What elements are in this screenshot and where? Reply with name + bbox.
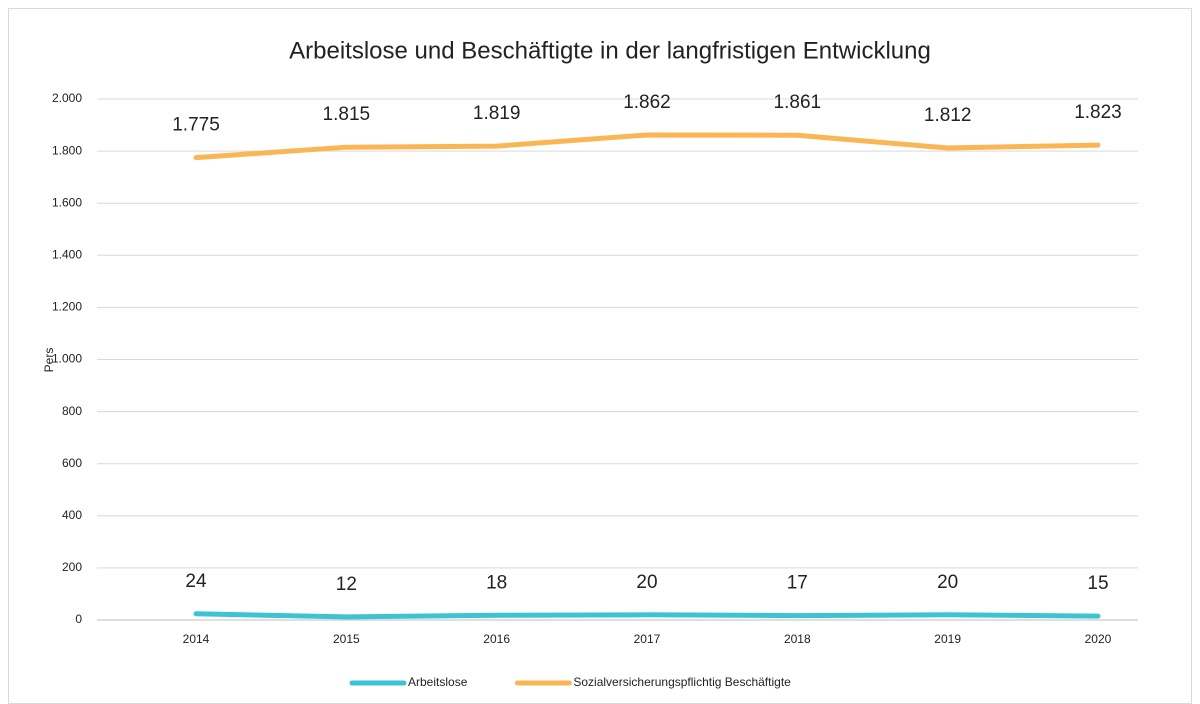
y-tick-label: 1.000 (52, 352, 82, 366)
y-tick-label: 600 (62, 456, 82, 470)
data-label: 15 (1087, 573, 1108, 594)
data-label: 20 (636, 572, 657, 593)
data-label: 1.862 (623, 92, 671, 113)
y-tick-label: 2.000 (52, 91, 82, 105)
y-tick-label: 1.400 (52, 247, 82, 261)
x-tick-label: 2018 (784, 632, 811, 646)
x-tick-label: 2017 (634, 632, 661, 646)
data-label: 1.775 (172, 115, 220, 136)
chart-title: Arbeitslose und Beschäftigte in der lang… (289, 37, 931, 64)
legend-label: Sozialversicherungspflichtig Beschäftigt… (573, 675, 791, 689)
y-tick-label: 400 (62, 508, 82, 522)
line (193, 132, 1101, 161)
x-tick-label: 2020 (1085, 632, 1112, 646)
y-tick-label: 0 (75, 612, 82, 626)
chart-frame (8, 8, 1192, 704)
data-label: 17 (787, 573, 808, 594)
data-label: 1.815 (323, 104, 371, 125)
x-tick-label: 2019 (934, 632, 961, 646)
data-label: 18 (486, 572, 507, 593)
y-tick-label: 1.200 (52, 300, 82, 314)
data-label: 1.861 (774, 92, 822, 113)
data-label: 24 (185, 571, 207, 592)
data-label: 1.819 (473, 103, 521, 124)
legend-label: Arbeitslose (408, 675, 468, 689)
x-tick-label: 2014 (183, 632, 210, 646)
y-tick-label: 800 (62, 404, 82, 418)
data-label: 20 (937, 572, 958, 593)
y-axis-label: Pers (42, 348, 56, 373)
x-tick-label: 2015 (333, 632, 360, 646)
y-tick-label: 1.800 (52, 143, 82, 157)
y-tick-label: 200 (62, 560, 82, 574)
line (193, 611, 1101, 620)
data-label: 1.823 (1074, 102, 1122, 123)
y-tick-label: 1.600 (52, 195, 82, 209)
data-label: 12 (336, 574, 357, 595)
x-tick-label: 2016 (483, 632, 510, 646)
data-label: 1.812 (924, 105, 972, 126)
